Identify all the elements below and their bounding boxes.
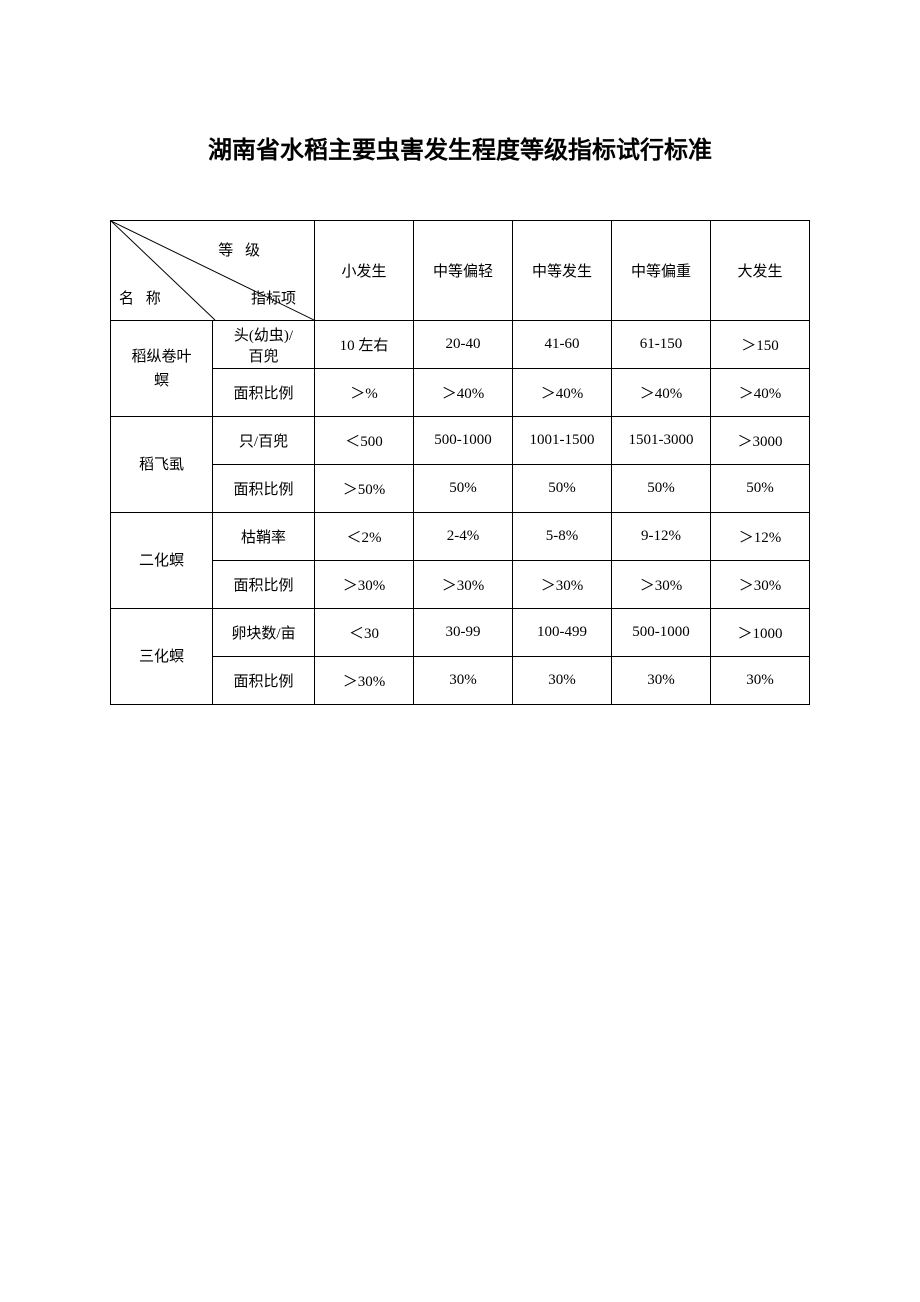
level-header-4: 大发生: [711, 221, 810, 321]
pest-severity-table: 等 级 名 称 指标项 小发生 中等偏轻 中等发生 中等偏重 大发生 稻纵卷叶螟…: [110, 220, 810, 705]
indicator-cell: 面积比例: [213, 657, 315, 705]
table-row: 三化螟 卵块数/亩 ＜30 30-99 100-499 500-1000 ＞10…: [111, 609, 810, 657]
level-header-0: 小发生: [315, 221, 414, 321]
value-cell: 10 左右: [315, 321, 414, 369]
header-name-label: 名 称: [119, 287, 165, 308]
pest-name-1: 稻飞虱: [111, 417, 213, 513]
indicator-cell: 只/百兜: [213, 417, 315, 465]
table-header-row: 等 级 名 称 指标项 小发生 中等偏轻 中等发生 中等偏重 大发生: [111, 221, 810, 321]
value-cell: 30%: [711, 657, 810, 705]
value-cell: 30%: [414, 657, 513, 705]
diagonal-header-cell: 等 级 名 称 指标项: [111, 221, 315, 321]
value-cell: ＞%: [315, 369, 414, 417]
indicator-cell: 枯鞘率: [213, 513, 315, 561]
value-cell: ＜500: [315, 417, 414, 465]
indicator-cell: 头(幼虫)/百兜: [213, 321, 315, 369]
level-header-3: 中等偏重: [612, 221, 711, 321]
value-cell: 30%: [612, 657, 711, 705]
value-cell: ＞40%: [513, 369, 612, 417]
indicator-cell: 卵块数/亩: [213, 609, 315, 657]
value-cell: ＞40%: [711, 369, 810, 417]
value-cell: 9-12%: [612, 513, 711, 561]
indicator-cell: 面积比例: [213, 369, 315, 417]
value-cell: ＞30%: [513, 561, 612, 609]
pest-name-2: 二化螟: [111, 513, 213, 609]
value-cell: ＞30%: [711, 561, 810, 609]
value-cell: 1501-3000: [612, 417, 711, 465]
value-cell: ＞30%: [315, 561, 414, 609]
table-row: 二化螟 枯鞘率 ＜2% 2-4% 5-8% 9-12% ＞12%: [111, 513, 810, 561]
value-cell: ＞40%: [414, 369, 513, 417]
value-cell: 50%: [513, 465, 612, 513]
pest-name-3: 三化螟: [111, 609, 213, 705]
value-cell: ＞50%: [315, 465, 414, 513]
value-cell: ＜2%: [315, 513, 414, 561]
table-row: 稻纵卷叶螟 头(幼虫)/百兜 10 左右 20-40 41-60 61-150 …: [111, 321, 810, 369]
value-cell: 20-40: [414, 321, 513, 369]
level-header-1: 中等偏轻: [414, 221, 513, 321]
page-title: 湖南省水稻主要虫害发生程度等级指标试行标准: [110, 130, 810, 165]
indicator-cell: 面积比例: [213, 465, 315, 513]
indicator-cell: 面积比例: [213, 561, 315, 609]
value-cell: 50%: [711, 465, 810, 513]
table-row: 面积比例 ＞30% 30% 30% 30% 30%: [111, 657, 810, 705]
header-indicator-label: 指标项: [251, 287, 296, 308]
value-cell: 30-99: [414, 609, 513, 657]
value-cell: ＞12%: [711, 513, 810, 561]
table-body: 稻纵卷叶螟 头(幼虫)/百兜 10 左右 20-40 41-60 61-150 …: [111, 321, 810, 705]
value-cell: 2-4%: [414, 513, 513, 561]
table-row: 稻飞虱 只/百兜 ＜500 500-1000 1001-1500 1501-30…: [111, 417, 810, 465]
table-row: 面积比例 ＞50% 50% 50% 50% 50%: [111, 465, 810, 513]
value-cell: 30%: [513, 657, 612, 705]
value-cell: ＞1000: [711, 609, 810, 657]
value-cell: 5-8%: [513, 513, 612, 561]
value-cell: ＜30: [315, 609, 414, 657]
value-cell: ＞30%: [315, 657, 414, 705]
value-cell: 500-1000: [612, 609, 711, 657]
value-cell: 41-60: [513, 321, 612, 369]
pest-name-0: 稻纵卷叶螟: [111, 321, 213, 417]
value-cell: 500-1000: [414, 417, 513, 465]
value-cell: ＞3000: [711, 417, 810, 465]
value-cell: 50%: [414, 465, 513, 513]
table-row: 面积比例 ＞% ＞40% ＞40% ＞40% ＞40%: [111, 369, 810, 417]
value-cell: 1001-1500: [513, 417, 612, 465]
value-cell: 50%: [612, 465, 711, 513]
value-cell: ＞150: [711, 321, 810, 369]
value-cell: ＞30%: [414, 561, 513, 609]
value-cell: ＞30%: [612, 561, 711, 609]
value-cell: 100-499: [513, 609, 612, 657]
value-cell: ＞40%: [612, 369, 711, 417]
value-cell: 61-150: [612, 321, 711, 369]
level-header-2: 中等发生: [513, 221, 612, 321]
header-level-label: 等 级: [218, 239, 264, 260]
table-row: 面积比例 ＞30% ＞30% ＞30% ＞30% ＞30%: [111, 561, 810, 609]
